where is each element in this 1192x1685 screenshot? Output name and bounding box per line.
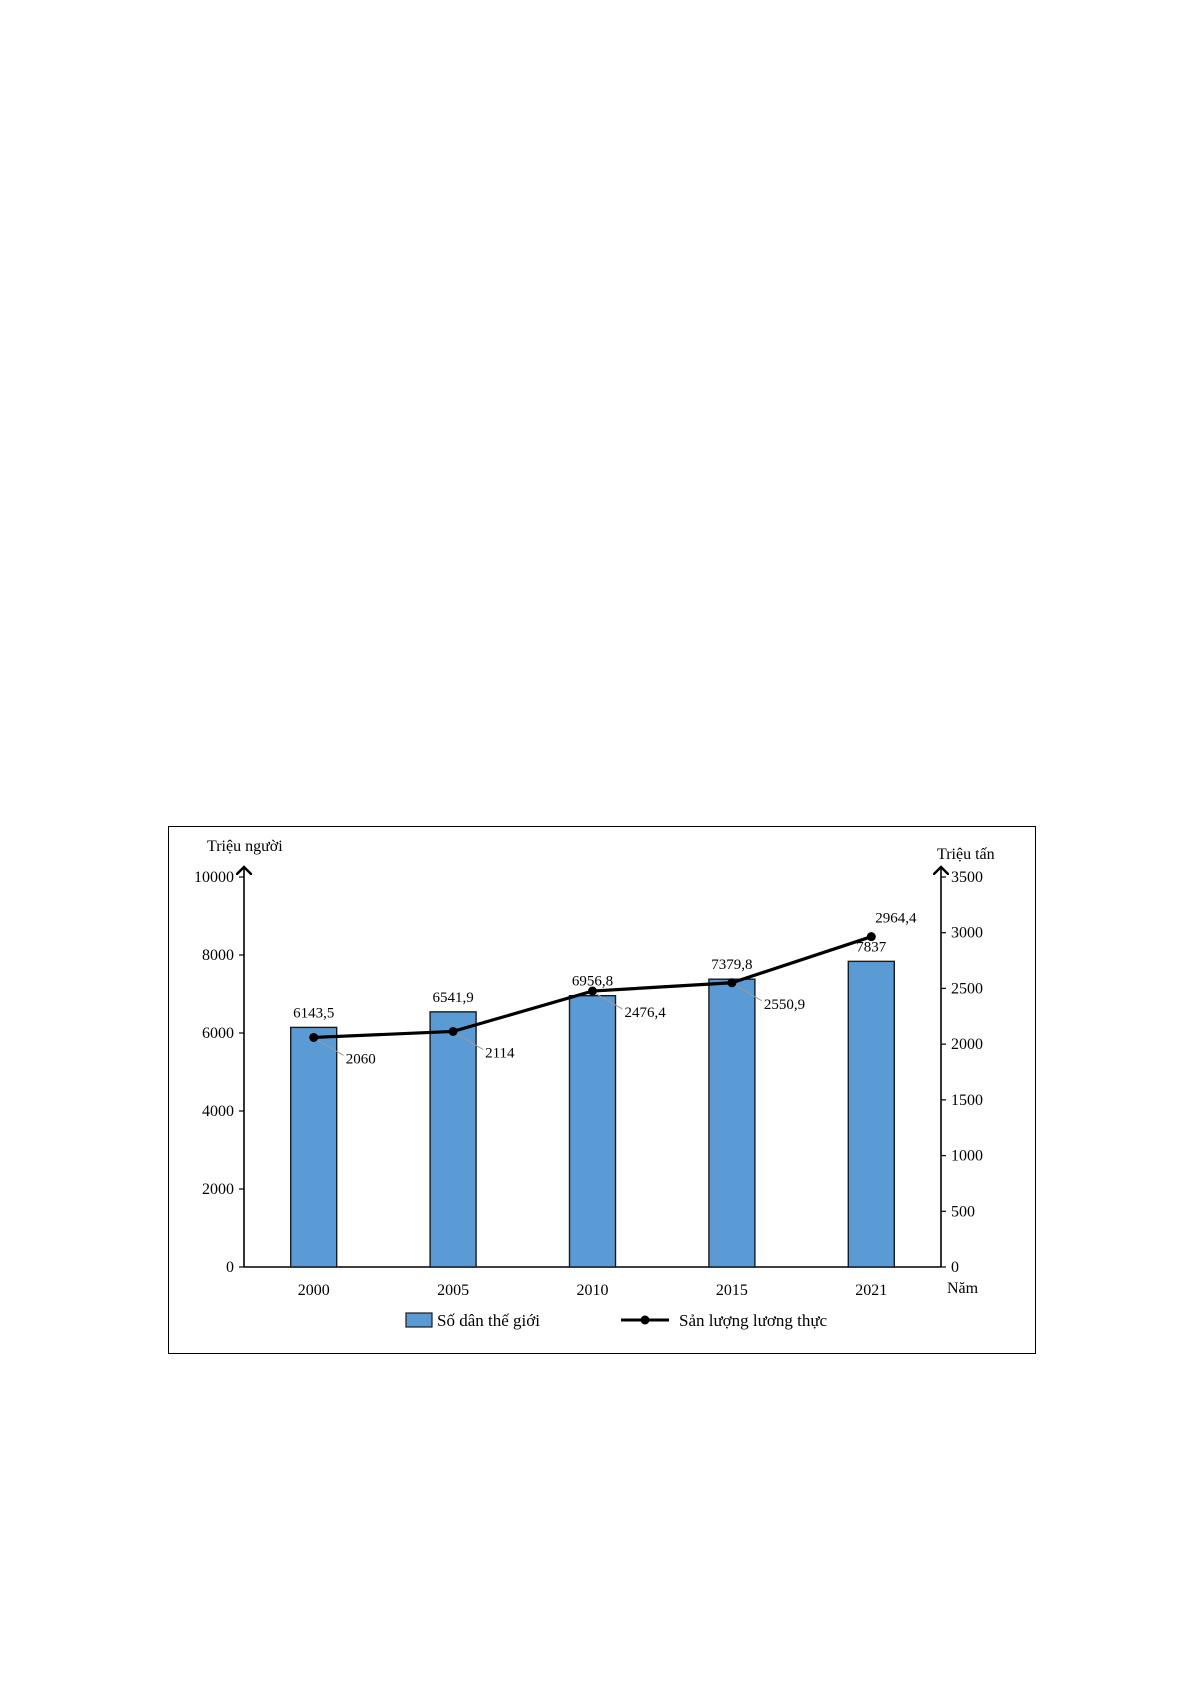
- bar-data-label: 7379,8: [711, 957, 752, 973]
- legend-marker-san-luong: [640, 1315, 650, 1325]
- line-data-label: 2060: [346, 1051, 376, 1067]
- bar-data-label: 6541,9: [432, 990, 473, 1006]
- y-right-tick-label: 500: [951, 1203, 975, 1220]
- bar-2000: [289, 1026, 338, 1268]
- y-left-tick-label: 10000: [194, 869, 234, 886]
- chart-frame: Triệu người Triệu tấn Năm 0 2000 4000 6000 8…: [168, 826, 1036, 1354]
- line-data-label: 2964,4: [875, 911, 917, 927]
- y-right-tick-label: 1000: [951, 1148, 983, 1165]
- bar-2005: [429, 1011, 477, 1268]
- legend-swatch-so-dan: [405, 1312, 433, 1328]
- y-right-tick-label: 2500: [951, 980, 983, 997]
- line-data-label: 2114: [485, 1045, 515, 1061]
- bar-2021: [847, 960, 895, 1268]
- x-tick-label: 2005: [437, 1282, 469, 1299]
- label-leader: [317, 1040, 344, 1056]
- label-leader: [596, 993, 623, 1010]
- y-left-tick-label: 8000: [202, 947, 234, 964]
- bar-data-label: 6143,5: [293, 1005, 334, 1021]
- y-axis-left-label: Triệu người: [207, 838, 283, 855]
- bar-data-label: 6956,8: [572, 974, 613, 990]
- line-point-2015: [727, 978, 737, 988]
- label-leader: [456, 1034, 484, 1050]
- y-right-tick-label: 3000: [951, 925, 983, 942]
- label-leader: [735, 985, 763, 1002]
- line-point-2000: [309, 1032, 319, 1042]
- x-tick-label: 2015: [716, 1282, 748, 1299]
- bar-data-label: 7837: [856, 939, 887, 955]
- bar-2015: [708, 978, 756, 1268]
- legend-label-san-luong: Sản lượng lương thực: [679, 1311, 828, 1330]
- y-right-tick-label: 0: [951, 1259, 959, 1276]
- line-point-2021: [866, 932, 876, 942]
- y-left-tick-label: 6000: [202, 1025, 234, 1042]
- legend-label-so-dan: Số dân thế giới: [437, 1311, 540, 1330]
- x-tick-label: 2010: [577, 1282, 609, 1299]
- y-right-tick-label: 2000: [951, 1036, 983, 1053]
- line-point-2005: [448, 1026, 458, 1036]
- x-tick-label: 2021: [855, 1282, 887, 1299]
- y-right-tick-label: 1500: [951, 1092, 983, 1109]
- y-right-tick-label: 3500: [951, 869, 983, 886]
- line-data-label: 2550,9: [764, 997, 805, 1013]
- y-left-tick-label: 0: [226, 1259, 234, 1276]
- line-data-label: 2476,4: [625, 1005, 667, 1021]
- line-point-2010: [588, 986, 597, 996]
- x-axis-label: Năm: [947, 1280, 979, 1297]
- y-left-tick-label: 2000: [202, 1181, 234, 1198]
- y-left-tick-label: 4000: [202, 1103, 234, 1120]
- y-axis-right-label: Triệu tấn: [937, 846, 995, 863]
- chart: Triệu người Triệu tấn Năm 0 2000 4000 6000 8…: [194, 838, 995, 1330]
- bar-2010: [568, 994, 617, 1268]
- x-tick-label: 2000: [298, 1282, 330, 1299]
